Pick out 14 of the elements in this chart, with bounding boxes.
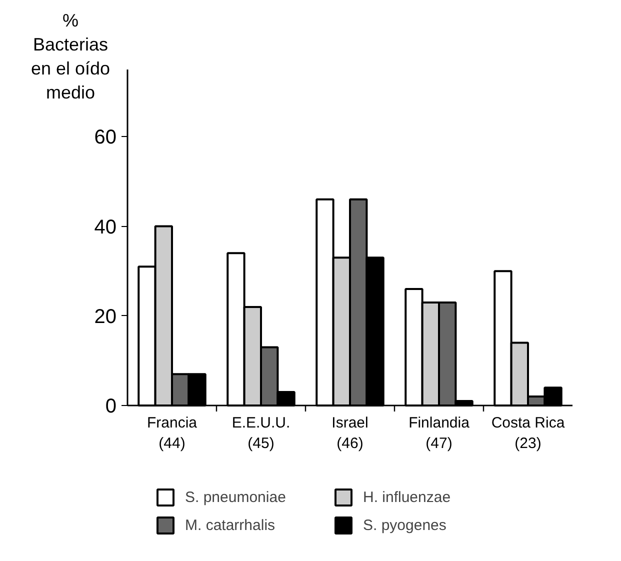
legend-label: M. catarrhalis — [185, 516, 276, 534]
x-tick-label: Israel (46) — [332, 414, 368, 452]
x-tick-label: Finlandia (47) — [408, 414, 470, 452]
y-tick-label: 40 — [94, 216, 117, 238]
x-tick-label: E.E.U.U. (45) — [232, 414, 290, 452]
y-tick-label: 0 — [105, 396, 116, 418]
y-axis-title: % Bacterias en el oído medio — [30, 10, 110, 102]
x-tick-label: Francia (44) — [146, 414, 198, 452]
legend-label: H. influenzae — [363, 488, 452, 506]
y-tick-label: 20 — [94, 306, 117, 328]
y-tick-label: 60 — [94, 126, 117, 149]
legend-label: S. pyogenes — [363, 516, 448, 534]
legend-label: S. pneumoniae — [185, 488, 287, 506]
x-tick-label: Costa Rica (23) — [491, 414, 566, 452]
